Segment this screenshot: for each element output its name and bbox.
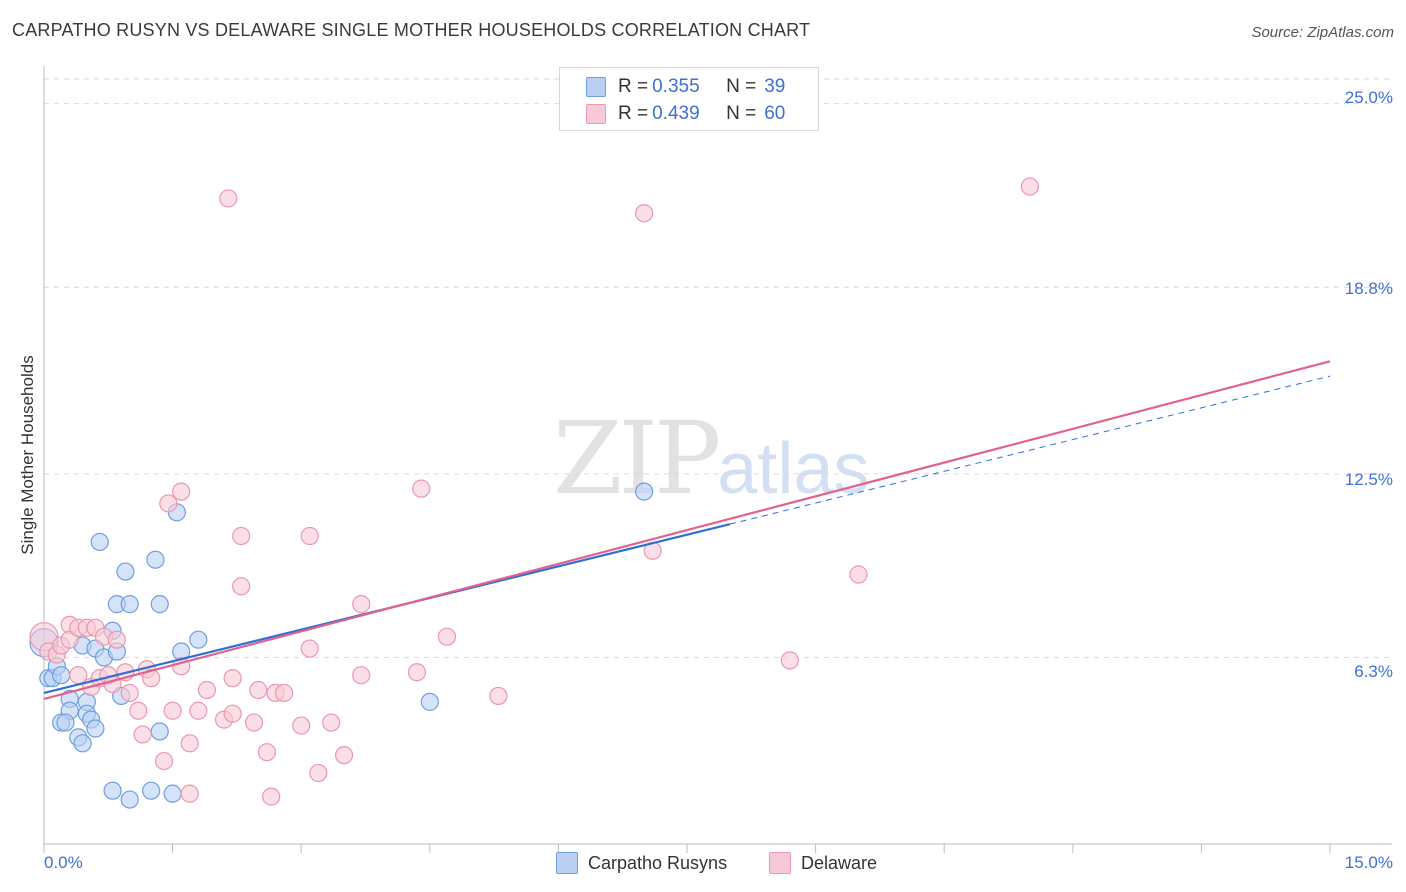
y-tick-label: 25.0% — [1344, 88, 1393, 107]
data-point-carpatho — [90, 532, 109, 552]
legend-r-label: R = — [618, 76, 649, 97]
legend-n-label: N = — [726, 103, 757, 124]
data-point-carpatho — [163, 784, 182, 803]
data-point-carpatho — [120, 595, 139, 614]
data-point-delaware — [407, 663, 427, 682]
chart-title: CARPATHO RUSYN VS DELAWARE SINGLE MOTHER… — [12, 20, 811, 40]
legend-swatch-blue — [586, 77, 606, 97]
data-point-delaware — [489, 686, 508, 706]
data-point-carpatho — [116, 562, 135, 581]
legend-r-value: 0.439 — [652, 103, 700, 124]
trend-line-delaware — [43, 360, 1331, 700]
legend-swatch-blue — [556, 852, 578, 874]
correlation-legend: R = 0.355 N = 39 R = 0.439 N = 60 — [559, 67, 819, 131]
data-point-delaware — [322, 713, 341, 732]
data-point-carpatho — [73, 734, 92, 753]
data-point-delaware — [292, 716, 311, 735]
data-point-delaware — [232, 526, 251, 546]
data-point-delaware — [154, 751, 174, 771]
data-point-carpatho — [56, 713, 75, 732]
data-point-delaware — [257, 743, 277, 762]
data-point-delaware — [223, 669, 242, 688]
data-point-delaware — [274, 683, 294, 703]
data-point-delaware — [262, 787, 281, 806]
series-legend: Carpatho Rusyns Delaware — [0, 852, 1406, 878]
legend-r-label: R = — [618, 103, 649, 124]
watermark-atlas: atlas — [717, 429, 870, 509]
watermark-zip: ZIP — [553, 400, 721, 517]
legend-row-carpatho: R = 0.355 N = 39 — [586, 74, 785, 100]
y-tick-label: 18.8% — [1344, 279, 1393, 298]
data-point-carpatho — [189, 630, 208, 649]
data-point-delaware — [223, 704, 242, 723]
data-point-carpatho — [635, 482, 654, 501]
data-point-carpatho — [103, 781, 122, 800]
data-point-carpatho — [142, 781, 161, 800]
legend-row-delaware: R = 0.439 N = 60 — [586, 101, 785, 127]
data-point-carpatho — [146, 550, 165, 569]
x-tick-label-min: 0.0% — [44, 853, 83, 872]
legend-r-value: 0.355 — [652, 76, 700, 97]
data-point-delaware — [849, 565, 868, 584]
y-tick-label: 6.3% — [1354, 662, 1393, 681]
legend-n-label: N = — [726, 76, 757, 97]
legend-item-label: Carpatho Rusyns — [588, 852, 728, 873]
data-point-delaware — [180, 784, 199, 803]
data-point-delaware — [635, 204, 654, 223]
source-label: Source: ZipAtlas.com — [1251, 24, 1394, 41]
data-point-delaware — [180, 734, 199, 753]
data-point-carpatho — [150, 595, 169, 614]
data-point-delaware — [232, 577, 251, 596]
y-tick-label: 12.5% — [1344, 470, 1393, 489]
data-point-carpatho — [52, 666, 71, 685]
data-point-delaware — [219, 189, 238, 208]
data-point-carpatho — [86, 719, 105, 738]
data-point-carpatho — [150, 722, 169, 741]
legend-item-delaware[interactable]: Delaware — [769, 852, 877, 874]
legend-swatch-pink — [586, 104, 606, 124]
data-point-delaware — [172, 482, 191, 501]
legend-n-value: 39 — [764, 76, 786, 97]
data-point-delaware — [300, 526, 319, 546]
data-point-delaware — [197, 680, 216, 700]
data-point-delaware — [352, 666, 371, 685]
data-point-delaware — [120, 683, 139, 703]
legend-swatch-pink — [769, 852, 791, 874]
data-point-delaware — [163, 701, 182, 720]
data-point-delaware — [1020, 177, 1040, 196]
data-point-delaware — [437, 627, 457, 646]
watermark: ZIPatlas — [553, 400, 869, 517]
data-point-delaware — [133, 725, 152, 744]
legend-n-value: 60 — [764, 103, 786, 124]
data-point-delaware — [244, 713, 264, 732]
data-point-delaware — [780, 651, 799, 670]
data-point-delaware — [309, 763, 328, 783]
legend-item-label: Delaware — [801, 852, 878, 873]
x-tick-label-max: 15.0% — [1344, 853, 1393, 872]
data-point-delaware — [107, 630, 126, 649]
legend-item-carpatho-rusyns[interactable]: Carpatho Rusyns — [556, 852, 727, 874]
data-point-delaware — [189, 701, 208, 720]
data-point-delaware — [352, 595, 371, 614]
data-point-delaware — [249, 680, 268, 700]
data-point-delaware — [300, 639, 319, 658]
data-point-delaware — [334, 746, 354, 765]
data-point-delaware — [129, 701, 148, 720]
data-point-delaware — [412, 479, 431, 498]
trend-line-extension-carpatho — [729, 375, 1331, 525]
data-point-delaware — [159, 494, 178, 513]
data-point-carpatho — [120, 790, 139, 809]
data-point-carpatho — [420, 692, 439, 711]
